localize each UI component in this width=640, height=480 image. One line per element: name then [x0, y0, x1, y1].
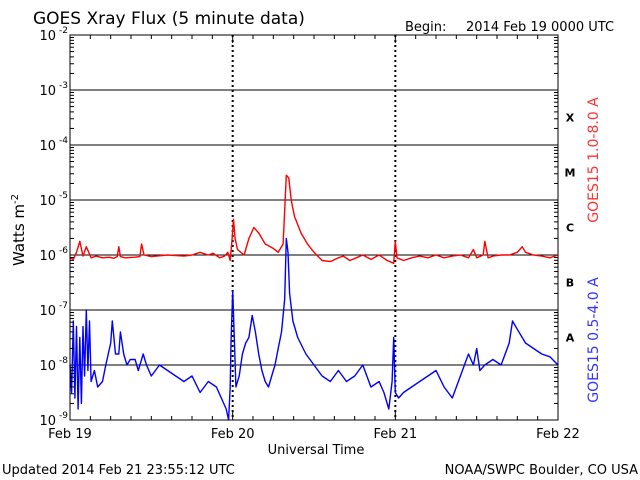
plot-frame [69, 34, 559, 421]
flare-class-labels: X M C B A [565, 112, 576, 345]
y-tick-exponent: -5 [59, 191, 68, 201]
x-tick-label: Feb 20 [211, 427, 255, 442]
y-tick-base: 10 [39, 414, 56, 429]
flare-class-label: B [566, 277, 574, 290]
y-tick-label: 10 [39, 249, 56, 264]
updated-timestamp: Updated 2014 Feb 21 23:55:12 UTC [2, 463, 235, 478]
source-credit: NOAA/SWPC Boulder, CO USA [445, 463, 638, 478]
x-tick-label: Feb 22 [536, 427, 580, 442]
x-axis-title: Universal Time [268, 443, 365, 458]
y-tick-base: 10 [39, 194, 56, 209]
x-axis-ticks: Feb 19 Feb 20 Feb 21 Feb 22 [48, 35, 580, 442]
y-tick-exponent: -2 [59, 26, 68, 36]
y-tick-label: 10 [39, 194, 56, 209]
y-tick-label: 10 [39, 29, 56, 44]
y-axis-title: Watts m-2 [10, 194, 28, 266]
y-tick-label: 10 [39, 359, 56, 374]
series-layer [69, 174, 559, 421]
y-tick-label: 10 [39, 304, 56, 319]
y-axis-title-sup: -2 [10, 194, 21, 204]
y-tick-exponent: -9 [59, 411, 68, 421]
y-tick-exponent: -4 [59, 136, 68, 146]
y-tick-label: 10 [39, 414, 56, 429]
y-tick-exponent: -3 [59, 81, 68, 91]
y-axis-title-base: Watts m [10, 204, 28, 266]
begin-label: Begin: [405, 20, 446, 35]
legend-short-channel: GOES15 0.5-4.0 A [586, 277, 602, 403]
y-tick-base: 10 [39, 359, 56, 374]
y-tick-exponent: -8 [59, 356, 68, 366]
y-tick-base: 10 [39, 139, 56, 154]
series-line-long-channel [69, 174, 559, 264]
flare-class-label: C [566, 222, 574, 235]
y-tick-base: 10 [39, 249, 56, 264]
flare-class-label: A [566, 332, 575, 345]
x-tick-label: Feb 21 [373, 427, 417, 442]
y-tick-exponent: -7 [59, 301, 68, 311]
chart-title: GOES Xray Flux (5 minute data) [33, 9, 305, 29]
flare-class-label: X [566, 112, 575, 125]
grid-lines [70, 35, 558, 420]
y-tick-base: 10 [39, 29, 56, 44]
y-axis-ticks: 10-210-310-410-510-610-710-810-9 [39, 26, 558, 429]
y-tick-base: 10 [39, 304, 56, 319]
x-tick-label: Feb 19 [48, 427, 92, 442]
y-tick-base: 10 [39, 84, 56, 99]
y-tick-label: 10 [39, 139, 56, 154]
y-tick-label: 10 [39, 84, 56, 99]
y-tick-exponent: -6 [59, 246, 68, 256]
series-line-short-channel [69, 237, 559, 421]
begin-value: 2014 Feb 19 0000 UTC [466, 20, 614, 35]
legend-long-channel: GOES15 1.0-8.0 A [586, 97, 602, 223]
flare-class-label: M [565, 167, 576, 180]
